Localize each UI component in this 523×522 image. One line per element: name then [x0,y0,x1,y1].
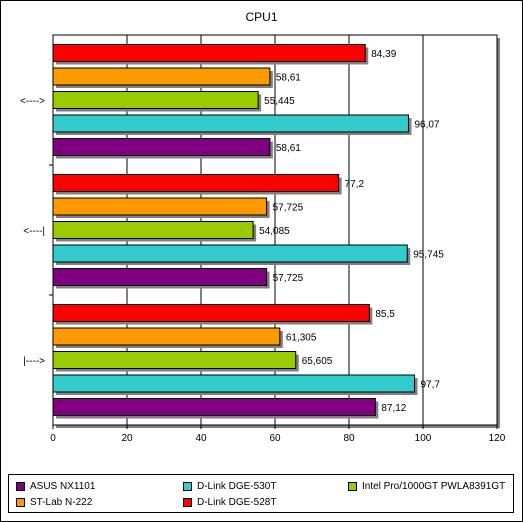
data-label: 95,745 [413,250,444,261]
data-label: 61,305 [286,333,317,344]
legend-label: ASUS NX1101 [30,480,96,492]
legend-item: D-Link DGE-530T [183,480,276,492]
legend-label: D-Link DGE-530T [197,480,277,492]
legend-label: D-Link DGE-528T [197,496,277,508]
bar [52,138,271,156]
category-label: |----> [23,356,45,367]
data-label: 85,5 [375,309,395,320]
bar [52,268,268,286]
legend-label: Intel Pro/1000GT PWLA8391GT [362,480,506,492]
data-label: 96,07 [414,120,439,131]
x-tick-label: 0 [50,433,56,444]
legend: ASUS NX1101 D-Link DGE-530T Intel Pro/1000… [8,474,514,513]
x-tick-label: 20 [121,433,133,444]
data-label: 77,2 [345,179,365,190]
data-label: 57,725 [273,273,304,284]
bar [52,197,268,216]
legend-swatch [183,497,192,507]
data-label: 87,12 [381,403,406,414]
bar [52,374,415,393]
bar [52,67,271,86]
bar [52,174,340,192]
legend-swatch [183,481,192,491]
x-tick-label: 100 [415,433,432,444]
category-label: <----> [20,96,45,107]
data-label: 57,725 [273,203,304,214]
data-label: 55,445 [264,96,295,107]
data-label: 58,61 [276,73,301,84]
legend-swatch [348,481,357,491]
legend-item: ST-Lab N-222 [16,496,92,508]
data-label: 65,605 [302,356,333,367]
bar [52,44,366,62]
legend-item: D-Link DGE-528T [183,496,276,508]
legend-swatch [16,497,25,507]
data-label: 54,085 [259,226,290,237]
bar [52,244,408,263]
legend-swatch [16,481,25,491]
bar [52,91,259,109]
chart-title: CPU1 [245,10,278,24]
bar [52,114,409,133]
plot-area: 0 20 40 60 80 100 120 <----> <----| |----> 84,39 58… [20,34,506,444]
bar [52,327,281,346]
category-label: <----| [23,226,45,237]
bar [52,351,297,369]
legend-item: ASUS NX1101 [16,480,95,492]
data-label: 84,39 [371,49,396,60]
x-tick-label: 60 [269,433,281,444]
x-tick-label: 120 [489,433,506,444]
data-label: 97,7 [420,380,440,391]
legend-label: ST-Lab N-222 [30,496,93,508]
bar [52,304,370,322]
x-tick-label: 80 [343,433,355,444]
bar [52,398,376,416]
data-label: 58,61 [276,143,301,154]
x-tick-label: 40 [195,433,207,444]
legend-item: Intel Pro/1000GT PWLA8391GT [348,480,505,492]
bar [52,221,254,239]
